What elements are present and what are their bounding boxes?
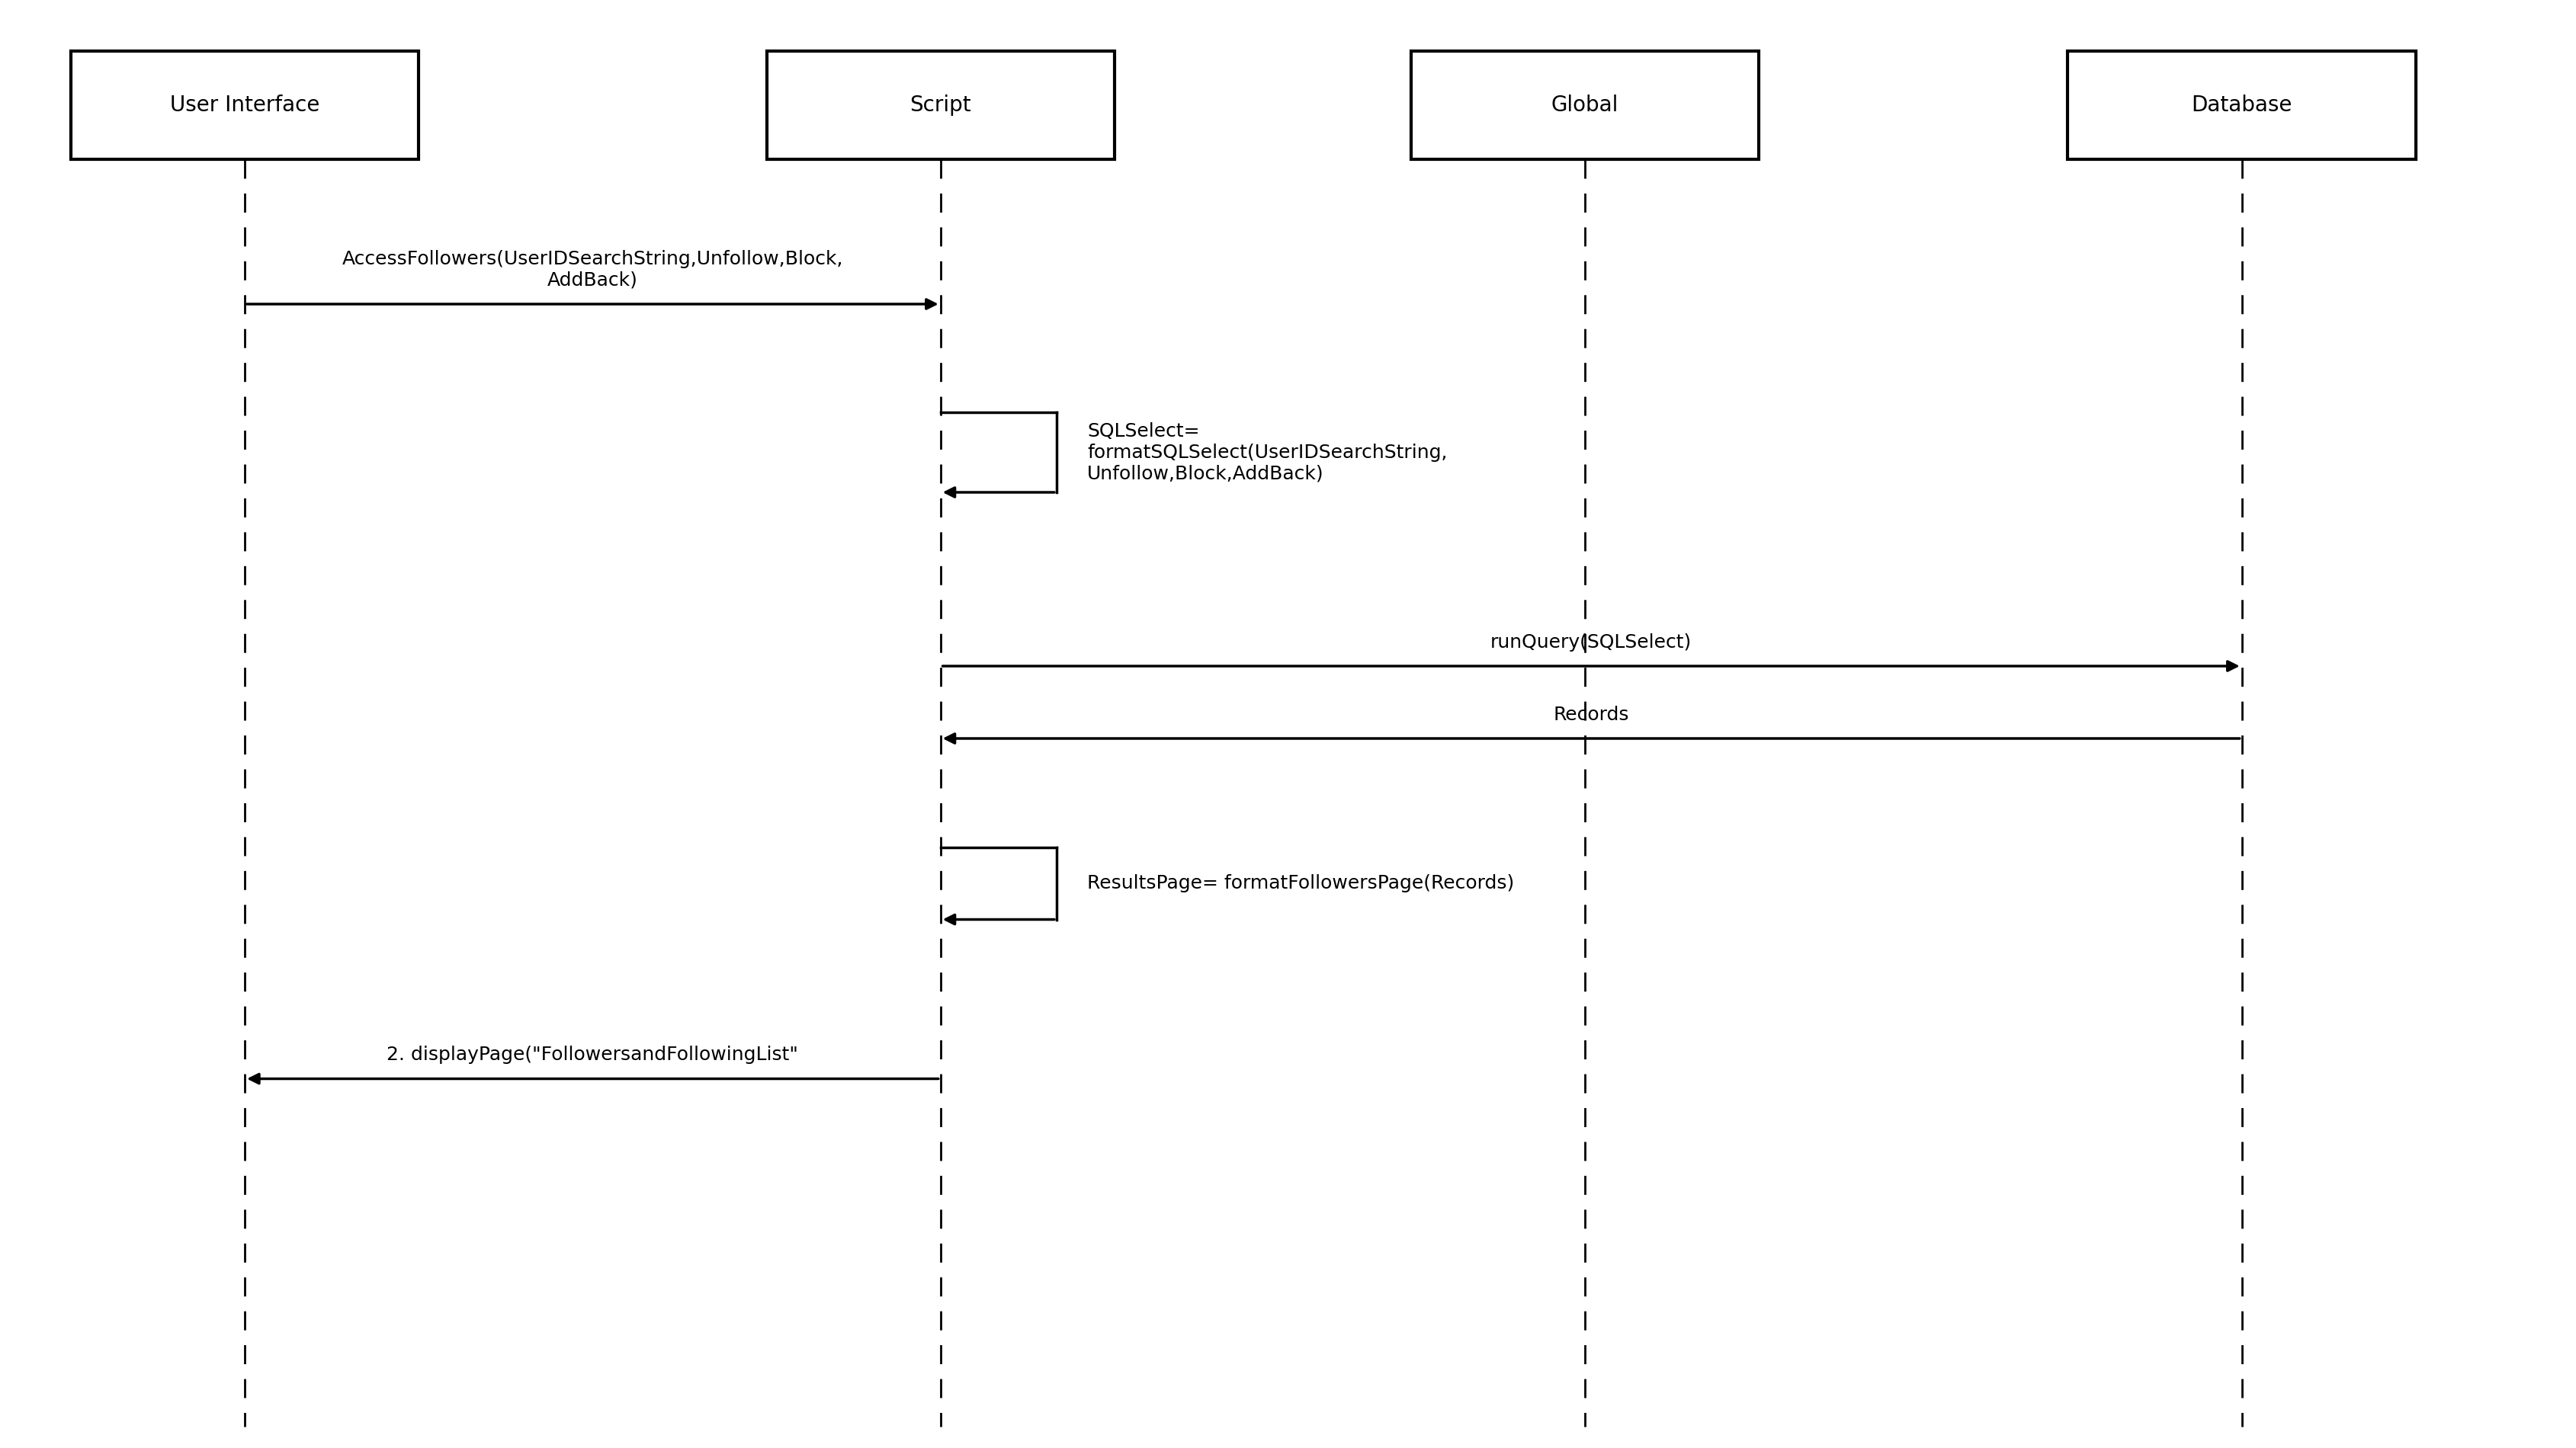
- Bar: [70, 51, 417, 159]
- Text: Script: Script: [909, 94, 971, 116]
- Text: Records: Records: [1553, 705, 1628, 724]
- Text: AccessFollowers(UserIDSearchString,Unfollow,Block,
AddBack): AccessFollowers(UserIDSearchString,Unfol…: [343, 251, 842, 290]
- Text: runQuery(SQLSelect): runQuery(SQLSelect): [1489, 633, 1692, 652]
- Bar: [1412, 51, 1757, 159]
- Bar: [768, 51, 1115, 159]
- Text: SQLSelect=
formatSQLSelect(UserIDSearchString,
Unfollow,Block,AddBack): SQLSelect= formatSQLSelect(UserIDSearchS…: [1087, 423, 1448, 482]
- Text: User Interface: User Interface: [170, 94, 319, 116]
- Text: Global: Global: [1551, 94, 1618, 116]
- Text: 2. displayPage("FollowersandFollowingList": 2. displayPage("FollowersandFollowingLis…: [386, 1045, 799, 1064]
- Text: Database: Database: [2190, 94, 2293, 116]
- Text: ResultsPage= formatFollowersPage(Records): ResultsPage= formatFollowersPage(Records…: [1087, 875, 1515, 892]
- Bar: [2069, 51, 2416, 159]
